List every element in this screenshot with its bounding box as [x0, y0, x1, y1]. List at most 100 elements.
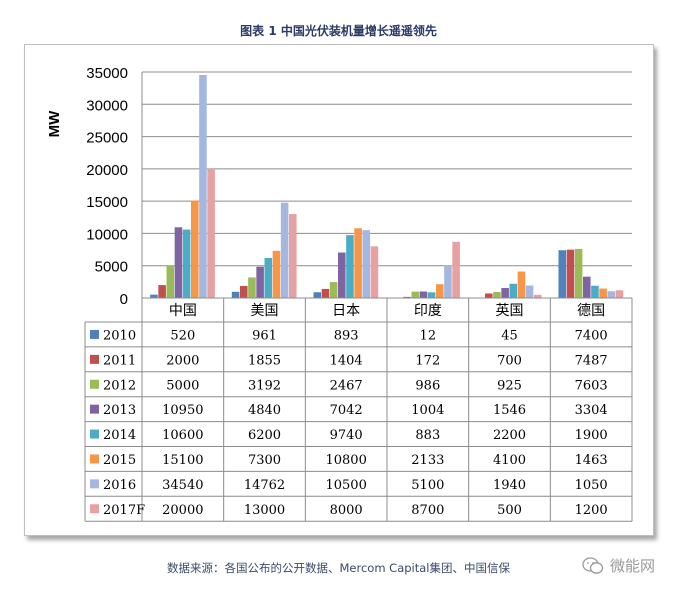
bar: [493, 292, 501, 298]
legend-label: 2017F: [103, 503, 145, 518]
table-cell: 4100: [493, 453, 526, 468]
bar: [485, 293, 493, 298]
table-cell: 1200: [575, 503, 608, 518]
table-cell: 700: [497, 353, 522, 368]
gridlines: [142, 71, 632, 267]
table-cell: 7400: [575, 328, 608, 343]
table-cell: 893: [334, 328, 359, 343]
table-cell: 10800: [325, 453, 366, 468]
bar: [517, 271, 526, 298]
bar: [525, 285, 534, 298]
table-cell: 2133: [411, 453, 444, 468]
table-cell: 15100: [162, 453, 203, 468]
bar: [427, 292, 436, 298]
bar: [321, 288, 330, 298]
legend-swatch: [90, 504, 99, 514]
table-cell: 7603: [575, 378, 608, 393]
bar: [558, 250, 567, 298]
legend-label: 2011: [103, 353, 136, 368]
bar: [191, 200, 199, 298]
table-cell: 520: [170, 328, 195, 343]
table-cell: 986: [415, 378, 440, 393]
table-cell: 6200: [248, 428, 281, 443]
legend-label: 2012: [103, 378, 136, 393]
x-category-label: 日本: [332, 303, 360, 319]
table-cell: 9740: [330, 428, 363, 443]
bar: [566, 249, 575, 298]
y-axis-label: MW: [46, 110, 63, 137]
bar: [256, 266, 264, 298]
data-table: 中国 美国 日本 印度 英国 德国 2010 520 961 893 12 45 7400 2011 200…: [84, 297, 633, 522]
bar: [313, 292, 322, 298]
legend-swatch: [90, 479, 99, 489]
bar: [329, 282, 338, 298]
table-cell: 7300: [248, 453, 281, 468]
legend-label: 2015: [103, 453, 136, 468]
table-cell: 2000: [166, 353, 199, 368]
table-cell: 3304: [575, 403, 608, 418]
table-cell: 12: [420, 328, 437, 343]
table-cell: 1050: [575, 478, 608, 493]
bar: [534, 294, 542, 298]
bar: [289, 214, 297, 298]
bar: [452, 241, 460, 298]
table-cell: 1940: [493, 478, 526, 493]
table-cell: 34540: [162, 478, 203, 493]
legend-swatch: [90, 454, 99, 464]
legend-swatch: [90, 354, 99, 364]
table-cell: 1004: [411, 403, 444, 418]
table-cell: 8700: [411, 503, 444, 518]
axes: 0 5000 10000 15000 20000 25000 30000 35000 MW: [46, 65, 143, 308]
table-cell: 13000: [244, 503, 285, 518]
bar: [174, 227, 183, 298]
bar: [166, 265, 175, 298]
table-cell: 20000: [162, 503, 203, 518]
x-category-label: 德国: [577, 303, 605, 319]
figure-caption: 图表 1 中国光伏装机量增长遥遥领先: [240, 24, 437, 38]
table-cell: 2467: [330, 378, 363, 393]
x-category-label: 美国: [251, 303, 279, 319]
y-tick-label: 0: [120, 291, 128, 308]
bar: [370, 246, 379, 298]
bar: [583, 276, 591, 298]
bar: [150, 294, 158, 298]
x-category-label: 印度: [414, 303, 442, 319]
table-cell: 14762: [244, 478, 285, 493]
bars: [150, 74, 624, 299]
bar: [574, 248, 583, 298]
table-cell: 1546: [493, 403, 526, 418]
bar: [264, 257, 273, 298]
table-cell: 961: [252, 328, 277, 343]
table-cell: 172: [415, 353, 440, 368]
bar: [158, 285, 166, 298]
bar: [591, 285, 599, 298]
table-cell: 10600: [162, 428, 203, 443]
table-cell: 7487: [575, 353, 608, 368]
watermark: 微能网: [582, 555, 655, 576]
bar: [403, 296, 411, 298]
bar: [199, 74, 207, 299]
bar: [411, 291, 420, 298]
bar: [182, 229, 191, 298]
y-tick-label: 20000: [86, 162, 128, 179]
bar: [501, 288, 509, 298]
bar: [599, 288, 607, 298]
bar: [436, 284, 444, 298]
table-cell: 10950: [162, 403, 203, 418]
table-cell: 1463: [575, 453, 608, 468]
table-cell: 4840: [248, 403, 281, 418]
bar: [362, 230, 371, 298]
bar-chart: 0 5000 10000 15000 20000 25000 30000 35000 MW 中国…: [46, 65, 633, 522]
legend-label: 2016: [103, 478, 136, 493]
table-cell: 5000: [166, 378, 199, 393]
x-category-label: 中国: [169, 303, 197, 319]
bar: [207, 168, 215, 298]
table-cell: 925: [497, 378, 522, 393]
bar: [346, 235, 354, 298]
legend-swatch: [90, 429, 99, 439]
table-cell: 500: [497, 503, 522, 518]
y-tick-label: 15000: [86, 194, 128, 211]
table-cell: 5100: [411, 478, 444, 493]
chart-frame: 0 5000 10000 15000 20000 25000 30000 35000 MW 中国…: [24, 44, 654, 536]
y-tick-label: 25000: [86, 130, 128, 147]
